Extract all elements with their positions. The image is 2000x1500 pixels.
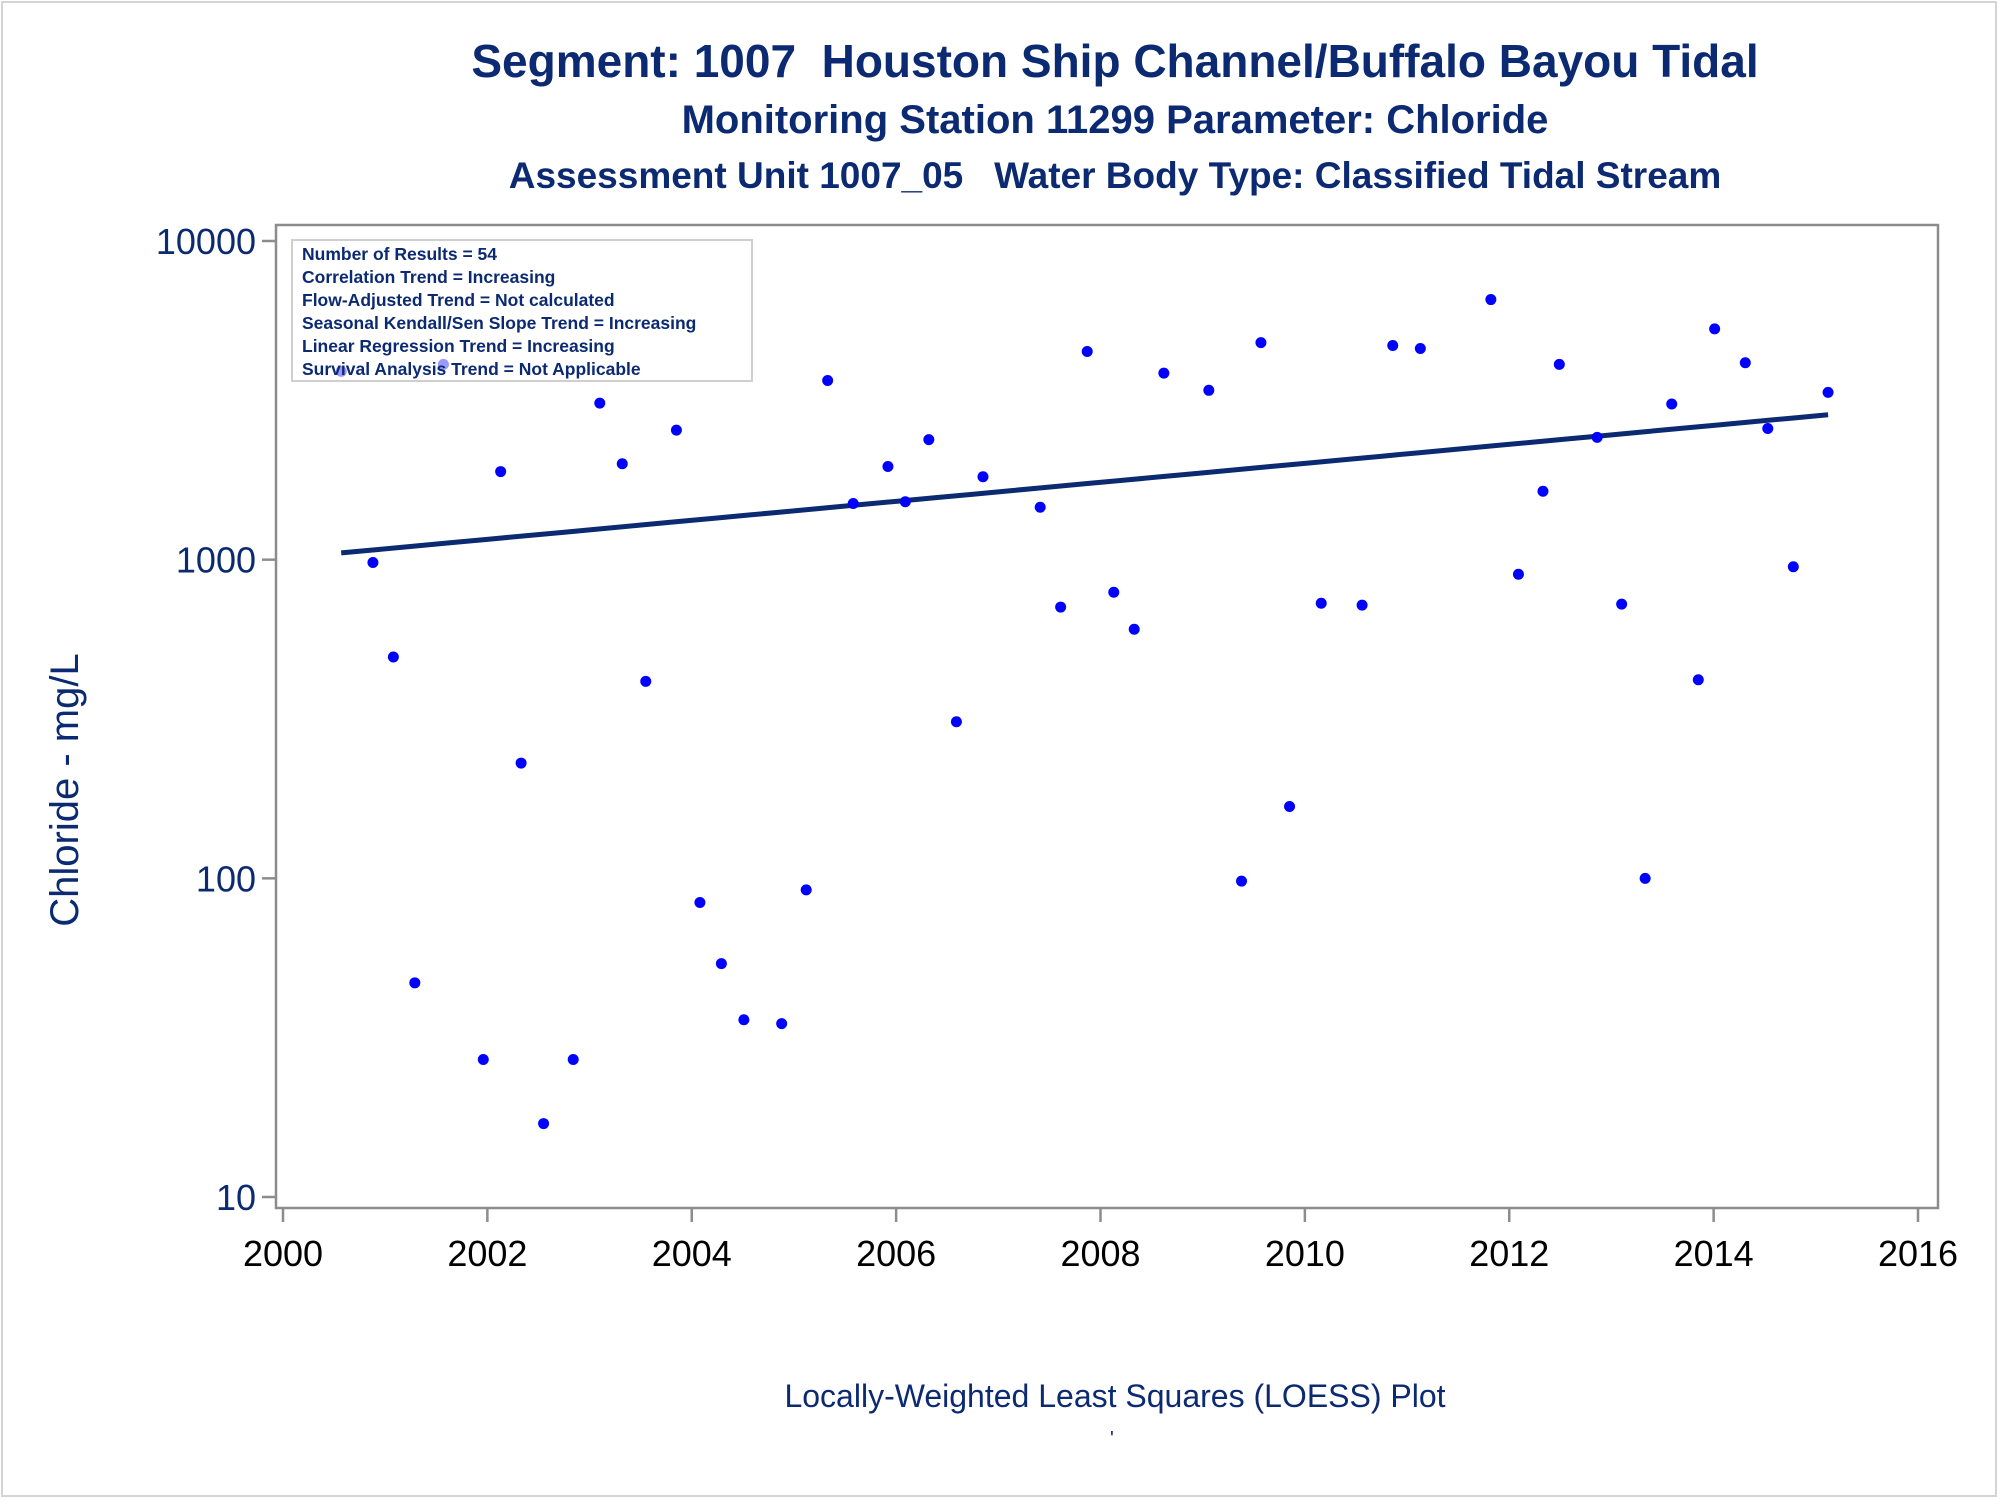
data-point	[1787, 561, 1799, 573]
plot-footnote: Locally-Weighted Least Squares (LOESS) P…	[784, 1378, 1446, 1414]
data-point	[776, 1018, 788, 1030]
x-tick-label: 2010	[1265, 1233, 1345, 1274]
data-point	[1255, 337, 1267, 349]
data-point	[515, 757, 527, 769]
y-tick-label: 10	[216, 1177, 256, 1218]
data-point	[1414, 342, 1426, 354]
data-point	[1315, 597, 1327, 609]
data-point	[800, 884, 812, 896]
data-point	[1553, 358, 1565, 370]
stray-mark: '	[1110, 1428, 1114, 1450]
data-point	[847, 498, 859, 510]
data-point	[899, 496, 911, 508]
data-point	[1284, 801, 1296, 813]
x-tick-label: 2000	[243, 1233, 323, 1274]
x-tick-label: 2014	[1674, 1233, 1754, 1274]
data-point	[409, 977, 421, 989]
data-point	[950, 716, 962, 728]
trend-line	[340, 412, 1829, 556]
data-point	[1236, 875, 1248, 887]
data-point	[567, 1054, 579, 1066]
data-point	[594, 397, 606, 409]
y-tick-label: 100	[196, 858, 256, 899]
data-point	[1485, 294, 1497, 306]
data-point	[1356, 599, 1368, 611]
data-point	[1822, 386, 1834, 398]
data-point	[1616, 598, 1628, 610]
x-tick-label: 2008	[1060, 1233, 1140, 1274]
data-point	[694, 896, 706, 908]
x-tick-label: 2012	[1469, 1233, 1549, 1274]
x-tick-label: 2002	[447, 1233, 527, 1274]
stats-box-line: Survival Analysis Trend = Not Applicable	[302, 359, 641, 379]
y-tick-label: 1000	[176, 540, 256, 581]
stats-box: Number of Results = 54 Correlation Trend …	[291, 239, 753, 382]
chart-title: Segment: 1007 Houston Ship Channel/Buffa…	[471, 35, 1759, 87]
data-point	[387, 651, 399, 663]
data-point	[1739, 357, 1751, 369]
data-point	[1108, 586, 1120, 598]
data-point	[640, 675, 652, 687]
data-point	[1081, 346, 1093, 358]
axes: 10 100 1000 10000 2000 2002 2004 2006 2008 2010 20…	[156, 221, 1958, 1274]
y-tick-label: 10000	[156, 221, 256, 262]
data-point	[1512, 568, 1524, 580]
stats-box-line: Linear Regression Trend = Increasing	[302, 336, 615, 356]
data-point	[538, 1118, 550, 1130]
data-point	[715, 958, 727, 970]
data-point	[1591, 431, 1603, 443]
data-point	[1639, 872, 1651, 884]
data-point	[923, 434, 935, 446]
data-point	[822, 374, 834, 386]
data-point	[477, 1054, 489, 1066]
x-tick-label: 2006	[856, 1233, 936, 1274]
x-tick-label: 2016	[1878, 1233, 1958, 1274]
data-point	[1034, 501, 1046, 513]
data-point	[882, 461, 894, 473]
data-point	[1387, 339, 1399, 351]
chart-subtitle: Monitoring Station 11299 Parameter: Chlo…	[681, 98, 1549, 142]
stats-box-line: Number of Results = 54	[302, 244, 497, 264]
data-point	[1537, 485, 1549, 497]
data-point	[1158, 367, 1170, 379]
data-point	[1128, 623, 1140, 635]
data-point	[977, 471, 989, 483]
x-tick-label: 2004	[652, 1233, 732, 1274]
data-point	[1203, 384, 1215, 396]
plot-area-border	[274, 223, 1940, 1210]
data-point	[1055, 601, 1067, 613]
stats-box-line: Flow-Adjusted Trend = Not calculated	[302, 290, 615, 310]
stats-box-line: Correlation Trend = Increasing	[302, 267, 555, 287]
y-axis-label: Chloride - mg/L	[43, 653, 87, 926]
data-point	[616, 458, 628, 470]
trend-line-group	[340, 412, 1829, 556]
data-point	[367, 556, 379, 568]
data-point	[670, 424, 682, 436]
data-point	[738, 1014, 750, 1026]
chart-subtitle-2: Assessment Unit 1007_05 Water Body Type:…	[508, 155, 1722, 196]
data-point	[1762, 422, 1774, 434]
data-points	[335, 294, 1834, 1130]
data-point	[1666, 398, 1678, 410]
stats-box-border	[291, 239, 753, 382]
data-point	[1692, 674, 1704, 686]
data-point	[1709, 323, 1721, 335]
stats-box-line: Seasonal Kendall/Sen Slope Trend = Incre…	[302, 313, 696, 333]
data-point	[495, 466, 507, 478]
